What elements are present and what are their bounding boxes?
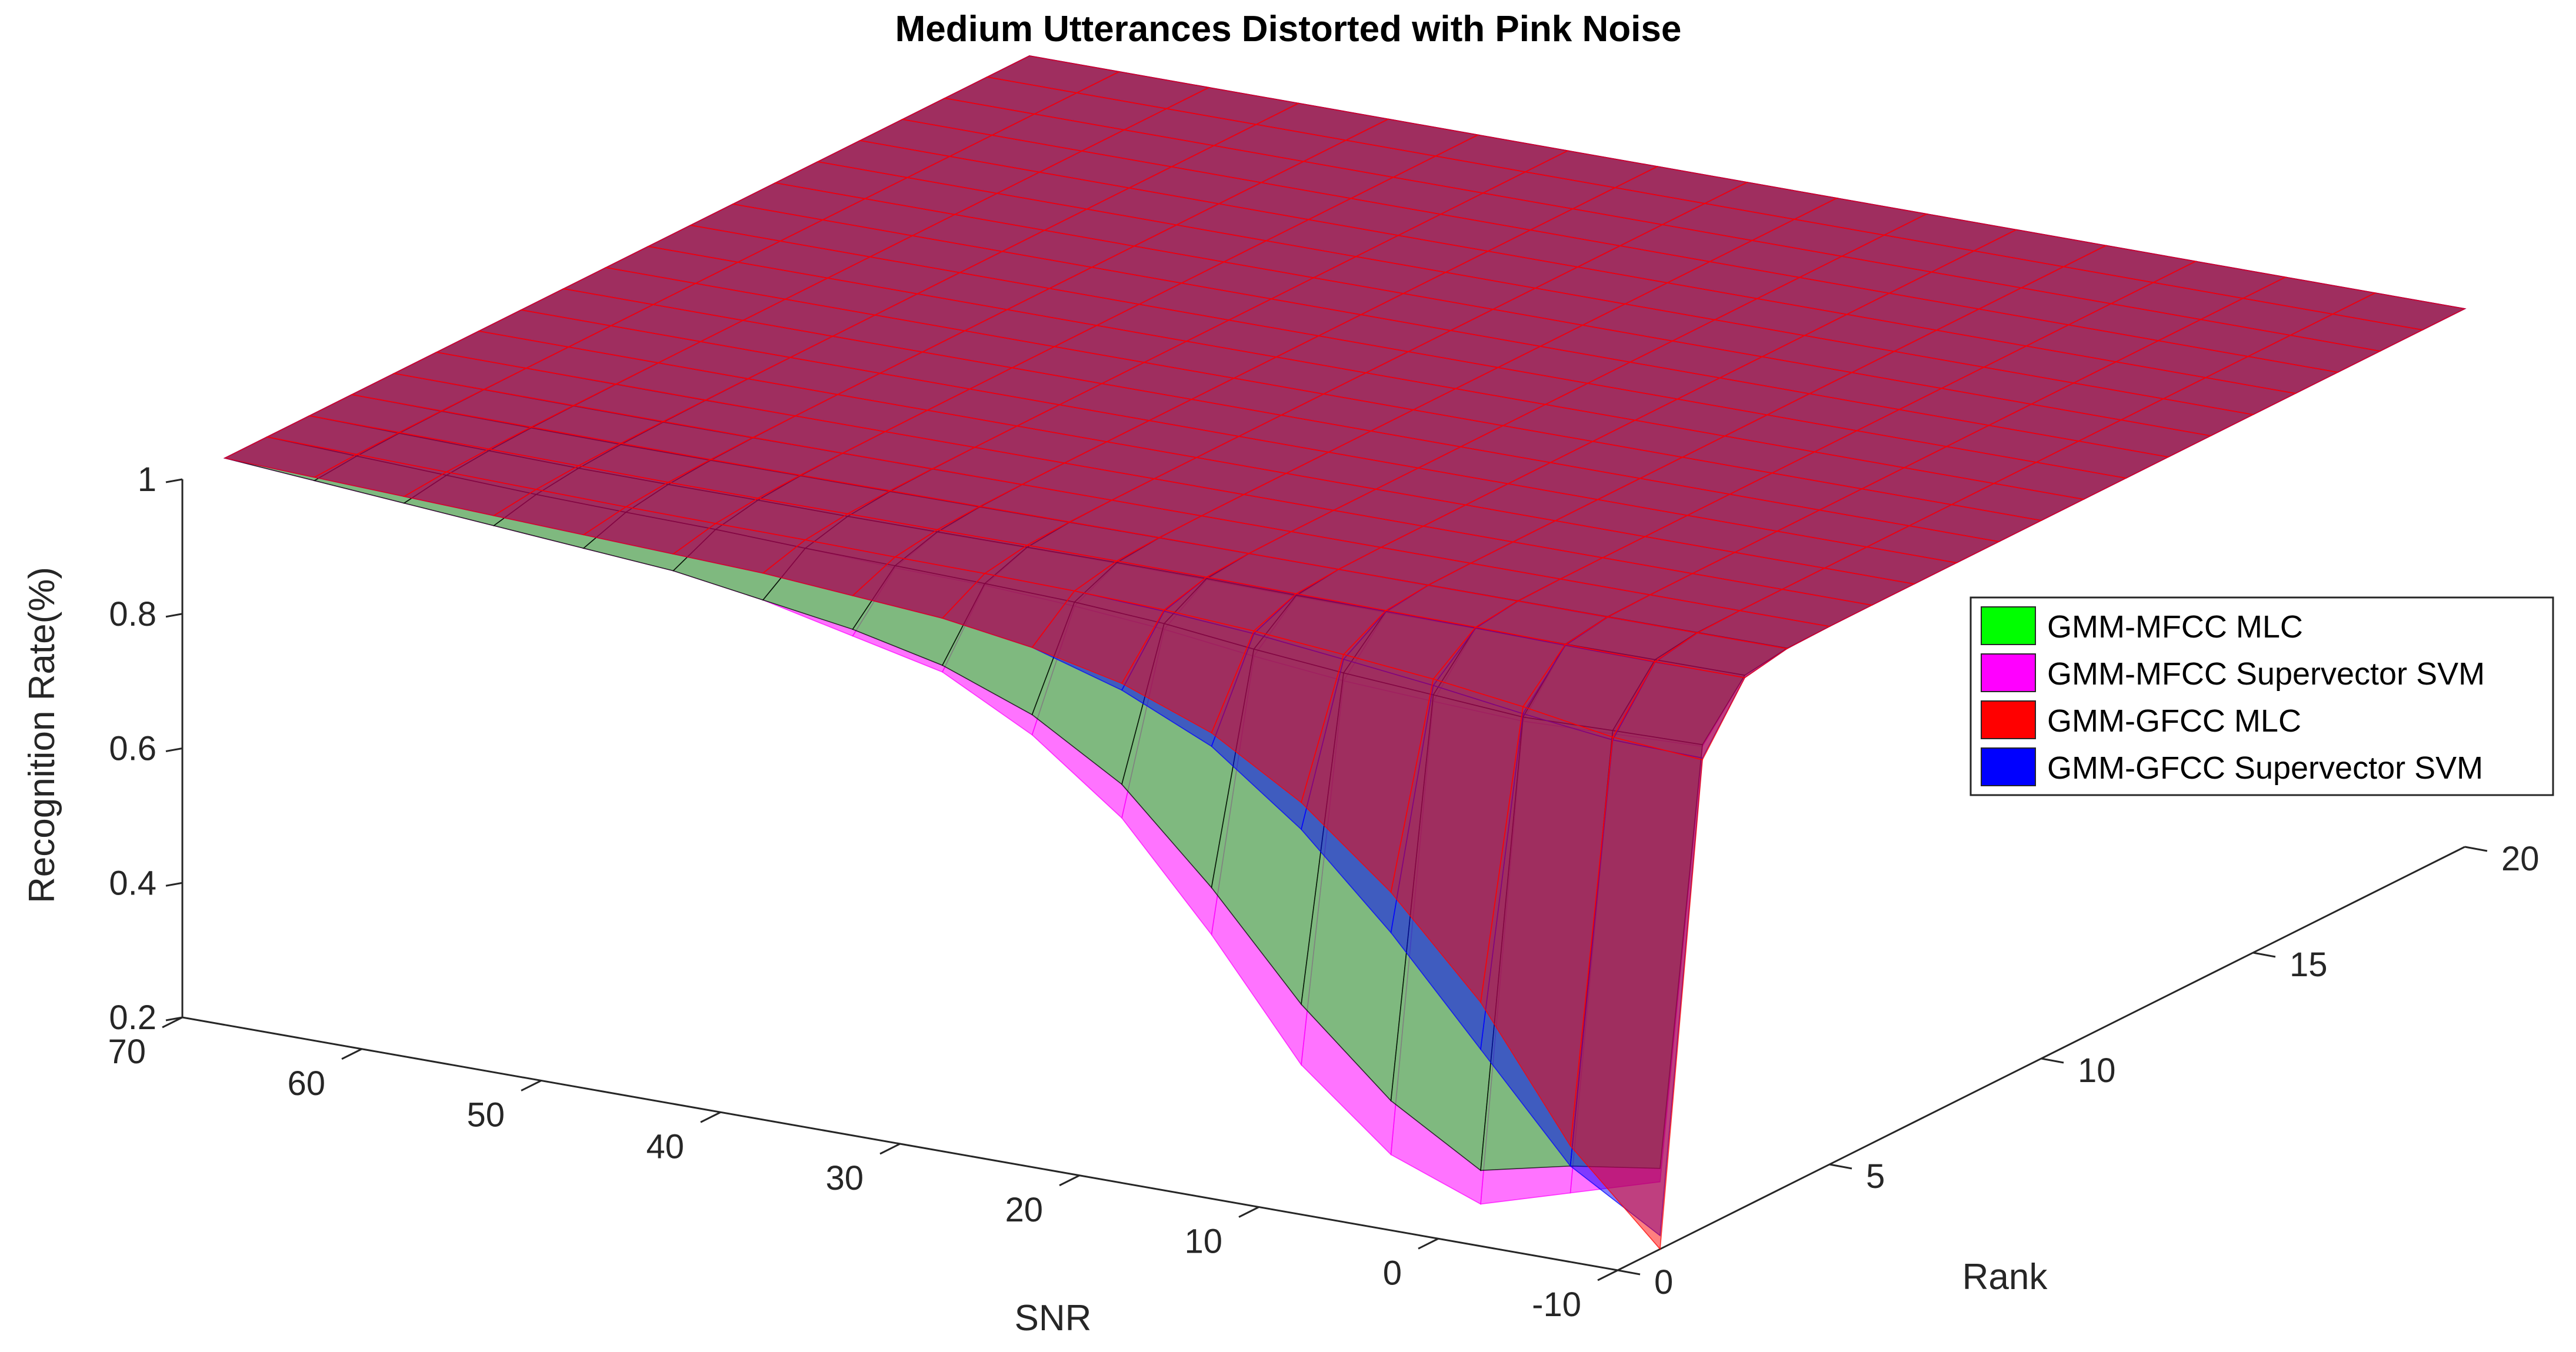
x-tick-label: 10 xyxy=(1184,1223,1222,1261)
y-tick-mark xyxy=(1829,1163,1852,1170)
legend-label-gmm-gfcc-supervector-svm: GMM-GFCC Supervector SVM xyxy=(2047,750,2483,786)
x-tick-mark xyxy=(879,1143,901,1155)
x-tick-label: 60 xyxy=(287,1064,325,1103)
tick-layer: 0.2 0.4 0.6 0.8 1 70 60 50 40 30 20 10 0 -10 0 5 10 15 20 xyxy=(108,460,2539,1324)
legend-label-gmm-mfcc-supervector-svm: GMM-MFCC Supervector SVM xyxy=(2047,656,2485,692)
y-tick-label: 20 xyxy=(2501,840,2540,878)
x-tick-mark xyxy=(700,1111,721,1123)
x-tick-label: 20 xyxy=(1005,1191,1043,1229)
legend-box xyxy=(1970,596,2554,796)
chart-title: Medium Utterances Distorted with Pink No… xyxy=(895,9,1682,49)
legend-label-gmm-gfcc-mlc: GMM-GFCC MLC xyxy=(2047,703,2301,739)
surface-cell xyxy=(1569,736,1703,1250)
y-tick-mark xyxy=(2464,846,2488,852)
x-tick-mark xyxy=(162,1016,183,1029)
z-tick-mark xyxy=(165,747,183,752)
legend-swatch-gmm-gfcc-mlc xyxy=(1981,700,2036,739)
x-tick-mark xyxy=(1597,1269,1618,1281)
y-tick-label: 5 xyxy=(1866,1157,1885,1196)
z-tick-label: 0.2 xyxy=(109,999,156,1037)
legend: GMM-MFCC MLC GMM-MFCC Supervector SVM GM… xyxy=(1970,596,2554,796)
legend-swatch-gmm-mfcc-supervector-svm xyxy=(1981,653,2036,692)
x-axis-label: SNR xyxy=(1015,1298,1092,1338)
z-tick-mark xyxy=(165,613,183,618)
legend-swatch-gmm-gfcc-supervector-svm xyxy=(1981,747,2036,786)
z-axis-label: Recognition Rate(%) xyxy=(22,567,62,903)
z-tick-mark xyxy=(165,882,183,887)
y-tick-mark xyxy=(2252,952,2276,958)
z-tick-label: 0.8 xyxy=(109,595,156,633)
z-tick-label: 0.6 xyxy=(109,730,156,768)
x-tick-label: 30 xyxy=(825,1159,864,1197)
y-tick-mark xyxy=(1617,1269,1641,1276)
legend-label-gmm-mfcc-mlc: GMM-MFCC MLC xyxy=(2047,609,2303,645)
y-tick-mark xyxy=(2041,1057,2064,1064)
z-tick-mark xyxy=(165,478,183,483)
x-tick-label: -10 xyxy=(1532,1286,1581,1324)
y-axis-label: Rank xyxy=(1962,1257,2048,1297)
surface-gmm-gfcc-mlc xyxy=(223,55,2467,1250)
x-tick-label: 50 xyxy=(466,1096,505,1134)
x-tick-label: 40 xyxy=(646,1127,684,1166)
x-tick-mark xyxy=(1418,1237,1439,1250)
z-tick-label: 1 xyxy=(138,460,156,499)
x-tick-mark xyxy=(341,1048,362,1060)
y-tick-label: 15 xyxy=(2290,946,2328,984)
x-tick-mark xyxy=(521,1080,542,1091)
x-tick-mark xyxy=(1238,1206,1259,1218)
surface-layer xyxy=(223,55,2467,1250)
x-tick-label: 0 xyxy=(1383,1254,1402,1292)
y-tick-label: 0 xyxy=(1654,1263,1673,1301)
x-tick-label: 70 xyxy=(108,1033,146,1071)
legend-swatch-gmm-mfcc-mlc xyxy=(1981,606,2036,645)
x-tick-mark xyxy=(1059,1174,1080,1187)
y-tick-label: 10 xyxy=(2078,1051,2116,1090)
z-tick-label: 0.4 xyxy=(109,864,156,902)
